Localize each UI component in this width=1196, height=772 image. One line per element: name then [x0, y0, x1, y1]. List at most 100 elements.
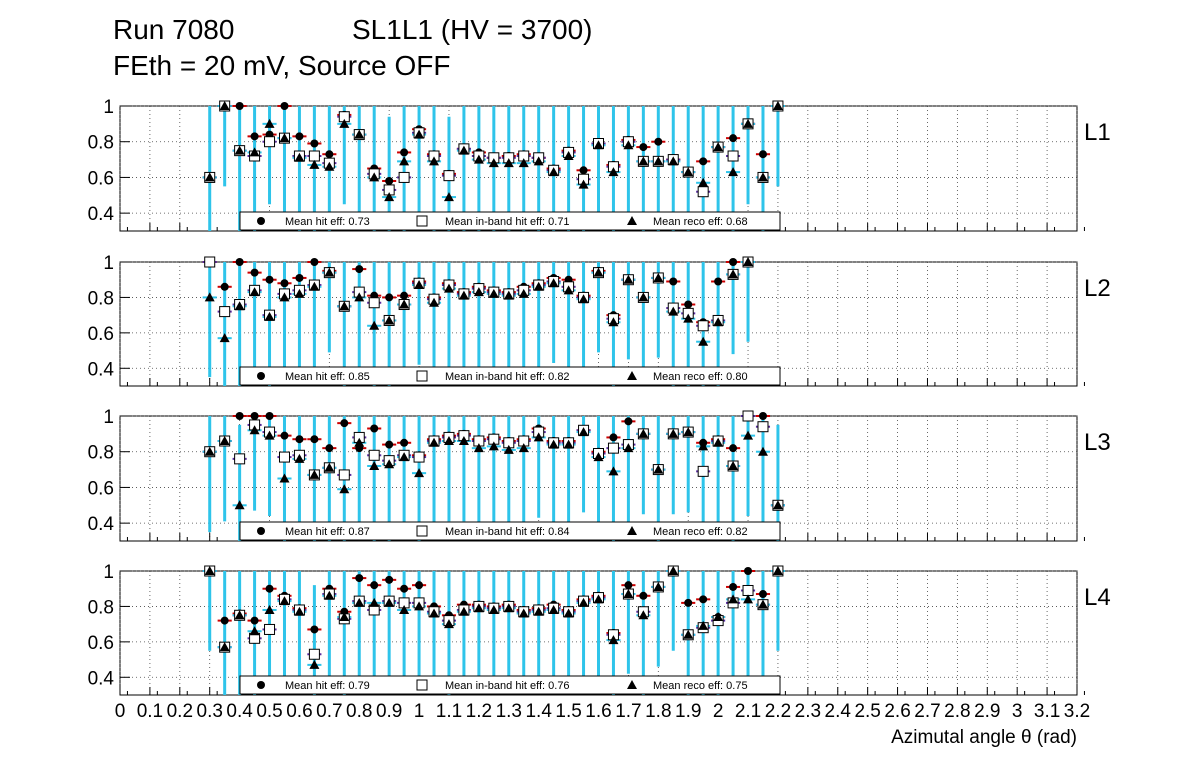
chamber-title: SL1L1 (HV = 3700) — [352, 14, 593, 45]
reco-point — [623, 443, 634, 453]
inband-point — [697, 320, 709, 332]
legend-box — [239, 521, 781, 541]
reco-point — [757, 172, 768, 182]
hit-point — [280, 102, 289, 110]
inband-point — [338, 469, 350, 481]
hit-point — [310, 435, 319, 444]
hit-point — [220, 282, 229, 291]
reco-point — [713, 142, 724, 152]
legend-hit-marker — [257, 217, 265, 225]
legend-hit-marker — [257, 681, 265, 689]
legend-reco-label: Mean reco eff: 0.75 — [653, 680, 748, 692]
inband-point — [219, 306, 231, 318]
y-tick-label: 0.6 — [88, 168, 114, 189]
hit-point — [235, 258, 244, 266]
inband-point — [742, 584, 754, 596]
hit-point — [370, 581, 379, 590]
layer-label-l1: L1 — [1084, 119, 1111, 146]
reco-point — [743, 118, 754, 128]
reco-point — [713, 317, 724, 327]
reco-point — [339, 301, 350, 311]
reco-point — [324, 161, 335, 171]
inband-point — [278, 451, 290, 463]
y-tick-label: 0.6 — [88, 478, 114, 499]
reco-point — [249, 287, 260, 297]
reco-point — [354, 129, 365, 139]
reco-point — [683, 167, 694, 177]
reco-point — [279, 292, 290, 302]
inband-point — [398, 171, 410, 183]
reco-point — [294, 288, 305, 298]
reco-point — [503, 603, 514, 613]
reco-point — [443, 436, 454, 445]
hit-point — [250, 268, 259, 277]
reco-point — [294, 606, 305, 616]
x-tick-label: 3 — [1012, 701, 1023, 722]
reco-point — [593, 452, 604, 462]
inband-point — [204, 256, 216, 268]
reco-point — [518, 443, 529, 453]
reco-point — [533, 156, 544, 166]
reco-point — [384, 315, 395, 325]
x-tick-label: 2.6 — [884, 701, 910, 722]
reco-point — [698, 336, 709, 346]
hit-point — [758, 150, 767, 159]
reco-point — [683, 629, 694, 639]
reco-point — [219, 333, 230, 343]
legend-reco-marker — [627, 526, 637, 535]
hit-point — [684, 300, 693, 309]
x-tick-label: 2.9 — [974, 701, 1000, 722]
hit-point — [310, 258, 319, 266]
reco-point — [668, 306, 679, 316]
conditions-title: FEth = 20 mV, Source OFF — [113, 50, 451, 81]
reco-point — [593, 140, 604, 150]
reco-point — [473, 443, 484, 453]
reco-point — [399, 299, 410, 309]
reco-point — [309, 659, 320, 669]
hit-point — [325, 150, 334, 159]
x-tick-label: 0.8 — [346, 701, 372, 722]
reco-point — [503, 444, 514, 454]
reco-point — [234, 610, 245, 620]
reco-point — [578, 597, 589, 607]
reco-point — [548, 167, 559, 177]
reco-point — [399, 156, 410, 166]
x-tick-label: 0.6 — [286, 701, 312, 722]
reco-point — [473, 154, 484, 164]
reco-point — [264, 430, 275, 440]
reco-point — [458, 606, 469, 616]
hit-point — [639, 591, 648, 600]
reco-point — [294, 453, 305, 463]
x-tick-label: 0.4 — [226, 701, 253, 722]
hit-point — [758, 590, 767, 599]
inband-point — [697, 186, 709, 198]
reco-point — [713, 437, 724, 447]
layer-label-l2: L2 — [1084, 275, 1111, 302]
reco-point — [279, 473, 290, 483]
reco-point — [488, 441, 499, 451]
hit-point — [250, 412, 259, 420]
reco-point — [757, 446, 768, 456]
reco-point — [518, 608, 529, 618]
reco-point — [279, 133, 290, 143]
y-tick-label: 1 — [103, 97, 114, 118]
legend-inband-marker — [416, 370, 428, 382]
hit-point — [355, 265, 364, 274]
reco-point — [204, 446, 215, 456]
inband-point — [308, 150, 320, 162]
reco-point — [743, 430, 754, 440]
x-tick-label: 2.4 — [825, 701, 852, 722]
reco-point — [563, 439, 574, 449]
reco-point — [264, 311, 275, 321]
reco-point — [638, 292, 649, 302]
x-tick-label: 1.4 — [525, 701, 552, 722]
legend-reco-marker — [627, 216, 637, 225]
reco-point — [713, 612, 724, 622]
legend-inband-label: Mean in-band hit eff: 0.84 — [445, 526, 570, 538]
hit-point — [729, 582, 738, 591]
reco-point — [638, 156, 649, 166]
inband-point — [234, 453, 246, 465]
reco-point — [488, 288, 499, 298]
reco-point — [578, 427, 589, 437]
hit-point — [744, 567, 753, 575]
